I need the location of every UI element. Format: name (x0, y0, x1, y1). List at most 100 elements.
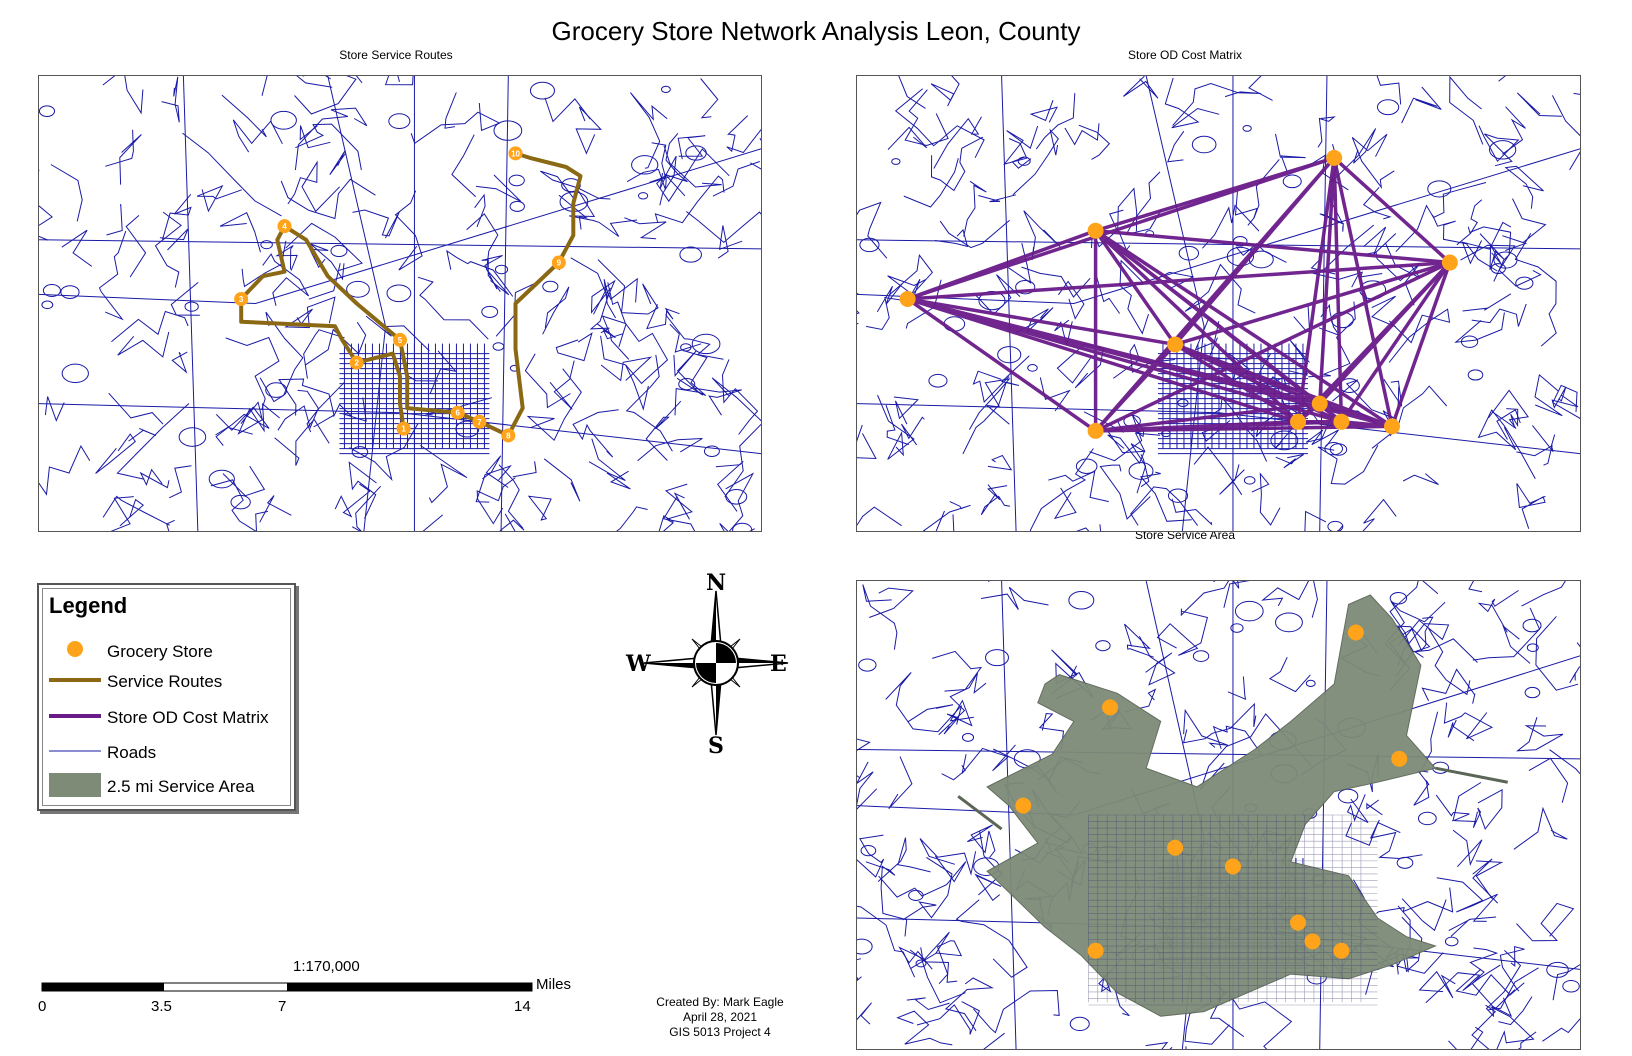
grocery-store-marker (1391, 750, 1408, 767)
route-stop-marker: 8 (501, 428, 516, 443)
legend-title: Legend (49, 593, 128, 618)
service-route-symbol-icon (49, 678, 101, 682)
area-map-frame[interactable] (856, 580, 1581, 1050)
compass-n: N (706, 570, 727, 596)
routes-map-frame[interactable]: 1 2 3 4 5 6 7 8 9 10 (38, 75, 762, 532)
route-stop-number: 6 (456, 409, 461, 418)
od-line (1339, 261, 1452, 423)
scale-bar-graphic (41, 982, 533, 992)
od-line (1296, 157, 1336, 423)
route-stop-marker: 4 (277, 219, 292, 234)
legend-item-service-routes: Service Routes (49, 668, 289, 694)
route-stop-marker: 7 (472, 414, 487, 429)
compass-s: S (708, 733, 724, 759)
service-route-line (239, 151, 583, 438)
legend: Legend Grocery Store Service Routes Stor… (37, 583, 296, 811)
grocery-store-symbol-icon (67, 641, 83, 657)
grocery-store-marker (1167, 839, 1184, 856)
route-stop-number: 4 (282, 222, 287, 231)
grocery-store-marker (1290, 413, 1307, 430)
route-stop-marker: 1 (396, 421, 411, 436)
route-stop-marker: 9 (551, 255, 566, 270)
od-line (907, 297, 1321, 406)
scale-bar: 1:170,000 Miles 0 3.5 7 14 (38, 958, 571, 1040)
grocery-store-marker (1347, 624, 1364, 641)
scale-tick-0: 0 (38, 998, 47, 1015)
grocery-store-marker (1087, 942, 1104, 959)
grocery-store-marker (899, 290, 916, 307)
od-line (1094, 229, 1321, 405)
grocery-store-marker (1326, 149, 1343, 166)
route-stop-number: 2 (354, 359, 359, 368)
od-lines-layer (906, 156, 1452, 433)
grocery-store-marker (1015, 797, 1032, 814)
north-arrow: N S E W (620, 570, 800, 759)
legend-item-service-area: 2.5 mi Service Area (49, 773, 289, 799)
grocery-store-marker (1333, 942, 1350, 959)
grocery-store-marker (1384, 418, 1401, 435)
route-stop-number: 7 (477, 418, 482, 427)
od-line (1094, 229, 1177, 346)
grocery-store-marker (1290, 914, 1307, 931)
grocery-store-marker (1304, 933, 1321, 950)
compass-rose-icon (643, 590, 789, 736)
od-line (907, 260, 1450, 301)
od-line (1318, 261, 1452, 405)
grocery-store-marker (1087, 422, 1104, 439)
scale-tick-2: 7 (278, 998, 287, 1015)
service-area-spurs (957, 766, 1508, 831)
compass-w: W (626, 651, 651, 677)
od-line (1095, 156, 1335, 233)
od-line (1094, 229, 1393, 428)
od-line (907, 297, 1299, 424)
scale-ratio: 1:170,000 (293, 958, 360, 975)
credits-project: GIS 5013 Project 4 (669, 1025, 771, 1039)
od-map[interactable] (857, 76, 1580, 531)
route-stop-number: 1 (401, 425, 406, 434)
credits-date: April 28, 2021 (682, 1010, 758, 1024)
route-stop-number: 5 (398, 336, 403, 345)
grocery-store-marker (1224, 858, 1241, 875)
grocery-store-marker (1087, 222, 1104, 239)
od-line (906, 297, 1097, 433)
legend-label: Roads (107, 743, 157, 762)
credits: Created By: Mark Eagle April 28, 2021 GI… (640, 995, 800, 1040)
od-line-symbol-icon (49, 714, 101, 718)
legend-label: Service Routes (107, 672, 223, 691)
routes-map[interactable]: 1 2 3 4 5 6 7 8 9 10 (39, 76, 761, 531)
grocery-store-marker (1311, 395, 1328, 412)
service-area-symbol-icon (49, 773, 101, 797)
od-line (1332, 157, 1344, 422)
route-stop-number: 9 (557, 259, 562, 268)
legend-item-od-matrix: Store OD Cost Matrix (49, 704, 289, 730)
grocery-store-marker (1102, 699, 1119, 716)
od-map-frame[interactable] (856, 75, 1581, 532)
route-stop-marker: 10 (508, 146, 523, 161)
od-line (1390, 261, 1452, 427)
scale-tick-3: 14 (514, 998, 531, 1015)
area-map[interactable] (857, 581, 1580, 1049)
od-panel-title: Store OD Cost Matrix (1127, 48, 1243, 62)
grocery-store-marker (1167, 336, 1184, 353)
od-line (1332, 157, 1394, 427)
routes-panel-title: Store Service Routes (339, 48, 453, 62)
route-stop-marker: 2 (349, 355, 364, 370)
legend-label: 2.5 mi Service Area (107, 777, 255, 796)
compass-e: E (770, 651, 787, 677)
od-line (1317, 157, 1336, 404)
grocery-store-marker (1333, 413, 1350, 430)
legend-item-roads: Roads (49, 739, 289, 765)
legend-label: Store OD Cost Matrix (107, 708, 269, 727)
map-title: Grocery Store Network Analysis Leon, Cou… (551, 16, 1081, 46)
route-stop-number: 3 (239, 295, 244, 304)
scale-tick-1: 3.5 (151, 998, 172, 1015)
credits-author: Created By: Mark Eagle (656, 995, 784, 1009)
route-stop-marker: 5 (393, 332, 407, 347)
scale-unit: Miles (536, 976, 572, 993)
legend-item-grocery-store: Grocery Store (49, 638, 289, 664)
road-symbol-icon (49, 750, 101, 752)
route-stop-number: 8 (506, 431, 511, 440)
od-line (1333, 156, 1452, 264)
roads-layer (857, 76, 1580, 531)
route-stop-number: 10 (511, 149, 520, 158)
